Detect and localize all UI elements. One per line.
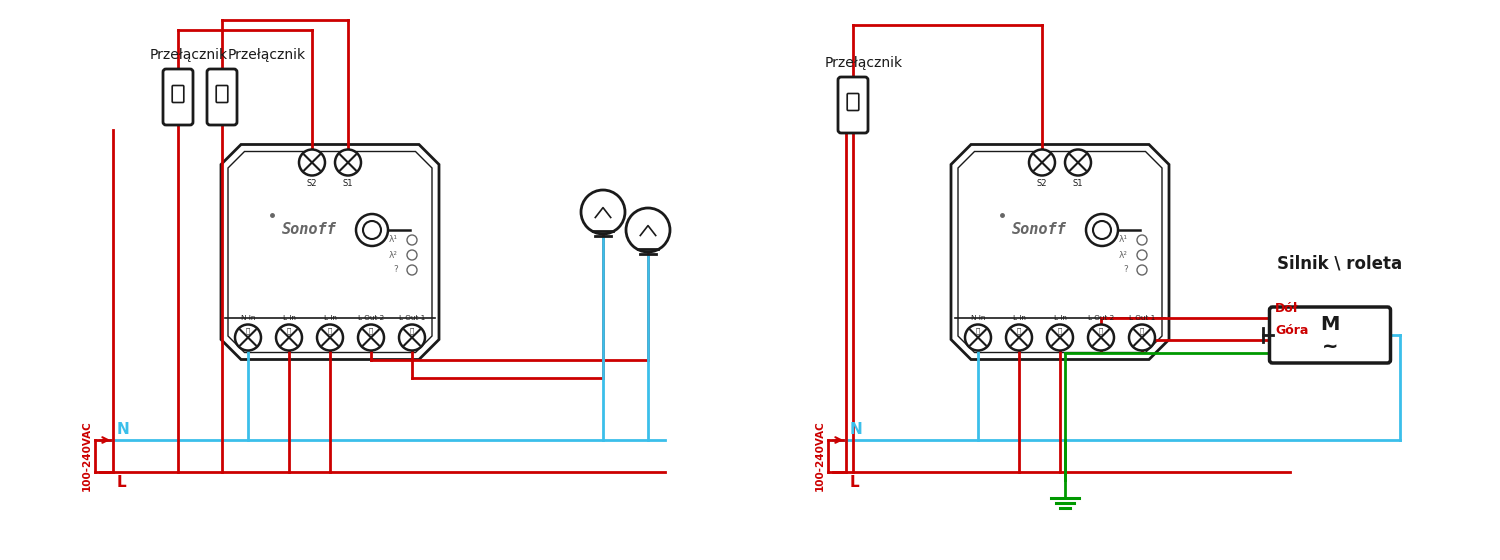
- Text: L In: L In: [324, 315, 336, 320]
- FancyBboxPatch shape: [172, 86, 184, 102]
- Circle shape: [1065, 150, 1090, 175]
- Text: L Out 2: L Out 2: [1088, 315, 1114, 320]
- Polygon shape: [220, 144, 440, 360]
- Text: S1: S1: [1072, 180, 1083, 189]
- Text: 100-240VAC: 100-240VAC: [815, 421, 825, 491]
- Circle shape: [1029, 150, 1054, 175]
- FancyBboxPatch shape: [207, 69, 237, 125]
- Circle shape: [406, 250, 417, 260]
- Circle shape: [1088, 324, 1114, 351]
- Text: N In: N In: [970, 315, 986, 320]
- Circle shape: [1094, 221, 1112, 239]
- Circle shape: [236, 324, 261, 351]
- Text: λ¹: λ¹: [1119, 236, 1128, 245]
- Text: ⎯: ⎯: [286, 328, 291, 334]
- Text: L Out 1: L Out 1: [399, 315, 424, 320]
- Circle shape: [964, 324, 992, 351]
- Text: S2: S2: [306, 180, 318, 189]
- Text: ⎯: ⎯: [1058, 328, 1062, 334]
- Text: ⎯: ⎯: [1017, 328, 1022, 334]
- Text: L: L: [850, 475, 859, 490]
- Text: S2: S2: [1036, 180, 1047, 189]
- Text: Przełącznik: Przełącznik: [825, 56, 903, 70]
- Circle shape: [276, 324, 302, 351]
- Circle shape: [580, 190, 626, 234]
- Text: Przełącznik: Przełącznik: [228, 48, 306, 62]
- Circle shape: [316, 324, 344, 351]
- Text: 100-240VAC: 100-240VAC: [82, 421, 92, 491]
- FancyBboxPatch shape: [839, 77, 868, 133]
- Text: Sonoff: Sonoff: [1013, 222, 1066, 237]
- Text: N In: N In: [242, 315, 255, 320]
- Circle shape: [1137, 235, 1148, 245]
- Text: ?: ?: [1124, 265, 1128, 274]
- Text: λ²: λ²: [1119, 250, 1128, 259]
- Circle shape: [1086, 214, 1118, 246]
- Text: λ²: λ²: [388, 250, 398, 259]
- Circle shape: [356, 214, 388, 246]
- Text: L In: L In: [1053, 315, 1066, 320]
- Text: ?: ?: [393, 265, 398, 274]
- Text: Sonoff: Sonoff: [282, 222, 336, 237]
- FancyBboxPatch shape: [164, 69, 194, 125]
- Circle shape: [1047, 324, 1072, 351]
- Text: L: L: [117, 475, 126, 490]
- Circle shape: [363, 221, 381, 239]
- Text: ⎯: ⎯: [1100, 328, 1102, 334]
- Text: ⎯: ⎯: [328, 328, 332, 334]
- Circle shape: [406, 235, 417, 245]
- Circle shape: [1137, 265, 1148, 275]
- Text: ⎯: ⎯: [246, 328, 250, 334]
- Text: Dół: Dół: [1275, 302, 1299, 315]
- Text: ⎯: ⎯: [1140, 328, 1144, 334]
- Text: L Out 1: L Out 1: [1130, 315, 1155, 320]
- Circle shape: [406, 265, 417, 275]
- Circle shape: [298, 150, 326, 175]
- Text: ⎯: ⎯: [976, 328, 980, 334]
- Text: L In: L In: [282, 315, 296, 320]
- Text: ⎯: ⎯: [369, 328, 374, 334]
- Polygon shape: [951, 144, 1168, 360]
- Circle shape: [626, 208, 670, 252]
- Circle shape: [1137, 250, 1148, 260]
- FancyBboxPatch shape: [216, 86, 228, 102]
- Text: N: N: [117, 422, 129, 437]
- Circle shape: [334, 150, 362, 175]
- Circle shape: [1007, 324, 1032, 351]
- FancyBboxPatch shape: [1269, 307, 1390, 363]
- FancyBboxPatch shape: [847, 94, 859, 110]
- Circle shape: [358, 324, 384, 351]
- Circle shape: [1130, 324, 1155, 351]
- Text: Przełącznik: Przełącznik: [150, 48, 228, 62]
- Text: Silnik \ roleta: Silnik \ roleta: [1278, 254, 1402, 272]
- Text: N: N: [850, 422, 862, 437]
- Text: L In: L In: [1013, 315, 1026, 320]
- Circle shape: [399, 324, 424, 351]
- Text: M
~: M ~: [1320, 315, 1340, 356]
- Text: Góra: Góra: [1275, 324, 1308, 337]
- Text: ⎯: ⎯: [410, 328, 414, 334]
- Text: λ¹: λ¹: [388, 236, 398, 245]
- Text: S1: S1: [342, 180, 354, 189]
- Text: L Out 2: L Out 2: [358, 315, 384, 320]
